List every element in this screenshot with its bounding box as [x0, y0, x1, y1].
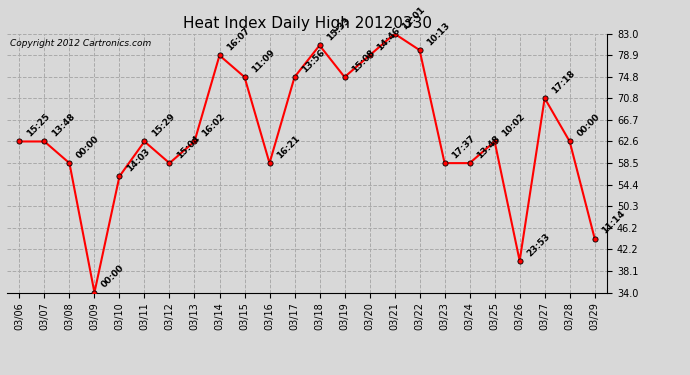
Point [564, 138, 575, 144]
Point [264, 160, 275, 166]
Point [189, 138, 200, 144]
Text: 16:21: 16:21 [275, 134, 302, 160]
Text: 00:00: 00:00 [100, 264, 126, 290]
Point [389, 31, 400, 37]
Text: 16:07: 16:07 [225, 26, 252, 53]
Text: 00:00: 00:00 [575, 112, 602, 139]
Text: 12:01: 12:01 [400, 4, 426, 31]
Point [464, 160, 475, 166]
Point [489, 138, 500, 144]
Point [539, 95, 550, 101]
Point [139, 138, 150, 144]
Text: 13:56: 13:56 [300, 48, 326, 74]
Point [39, 138, 50, 144]
Text: 17:37: 17:37 [450, 134, 477, 160]
Point [589, 236, 600, 242]
Text: 14:46: 14:46 [375, 26, 402, 53]
Text: 11:14: 11:14 [600, 209, 627, 236]
Point [339, 74, 350, 80]
Text: 15:33: 15:33 [325, 16, 352, 43]
Text: 11:09: 11:09 [250, 48, 277, 74]
Point [439, 160, 450, 166]
Point [239, 74, 250, 80]
Text: 10:02: 10:02 [500, 112, 526, 139]
Point [514, 258, 525, 264]
Point [364, 53, 375, 58]
Title: Heat Index Daily High 20120330: Heat Index Daily High 20120330 [183, 16, 431, 31]
Text: 10:13: 10:13 [425, 21, 452, 47]
Point [114, 173, 125, 179]
Text: 15:29: 15:29 [150, 112, 177, 139]
Text: 00:00: 00:00 [75, 134, 101, 160]
Point [164, 160, 175, 166]
Text: 14:03: 14:03 [125, 147, 152, 174]
Text: 17:18: 17:18 [550, 69, 577, 95]
Point [14, 138, 25, 144]
Text: Copyright 2012 Cartronics.com: Copyright 2012 Cartronics.com [10, 39, 151, 48]
Text: 15:04: 15:04 [175, 134, 201, 160]
Text: 16:02: 16:02 [200, 112, 226, 139]
Point [214, 53, 225, 58]
Point [289, 74, 300, 80]
Text: 13:48: 13:48 [475, 134, 502, 160]
Point [89, 290, 100, 296]
Point [64, 160, 75, 166]
Point [314, 42, 325, 48]
Text: 23:53: 23:53 [525, 231, 552, 258]
Text: 13:48: 13:48 [50, 112, 77, 139]
Text: 15:08: 15:08 [350, 48, 377, 74]
Point [414, 47, 425, 53]
Text: 15:25: 15:25 [25, 112, 52, 139]
